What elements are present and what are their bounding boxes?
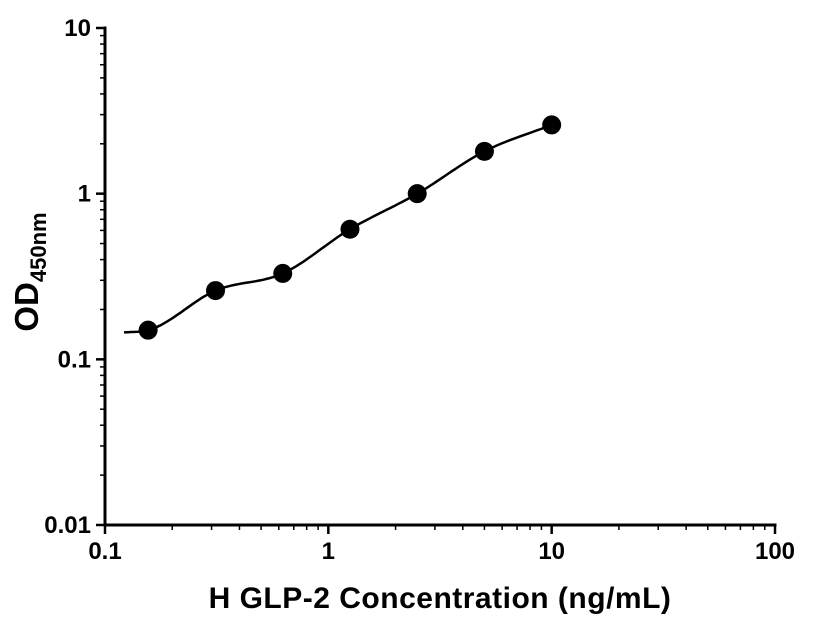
- y-tick-label: 1: [78, 181, 91, 208]
- y-tick-label: 10: [64, 15, 91, 42]
- data-point: [206, 281, 226, 301]
- data-point: [474, 141, 494, 161]
- x-tick-label: 100: [755, 538, 795, 565]
- y-axis-title-subscript: 450nm: [25, 212, 51, 283]
- y-axis-title-base: OD: [8, 282, 46, 332]
- x-axis-title: H GLP-2 Concentration (ng/mL): [208, 582, 672, 615]
- data-point: [273, 263, 293, 283]
- data-point: [138, 320, 158, 340]
- x-tick-label: 10: [538, 538, 565, 565]
- data-point: [407, 184, 427, 204]
- y-tick-label: 0.01: [44, 512, 91, 539]
- x-tick-label: 1: [322, 538, 335, 565]
- x-tick-label: 0.1: [88, 538, 121, 565]
- y-axis-title: OD450nm: [8, 212, 52, 331]
- data-point: [340, 219, 360, 239]
- axes: [103, 26, 777, 527]
- y-tick-label: 0.1: [58, 346, 91, 373]
- data-point: [542, 115, 562, 135]
